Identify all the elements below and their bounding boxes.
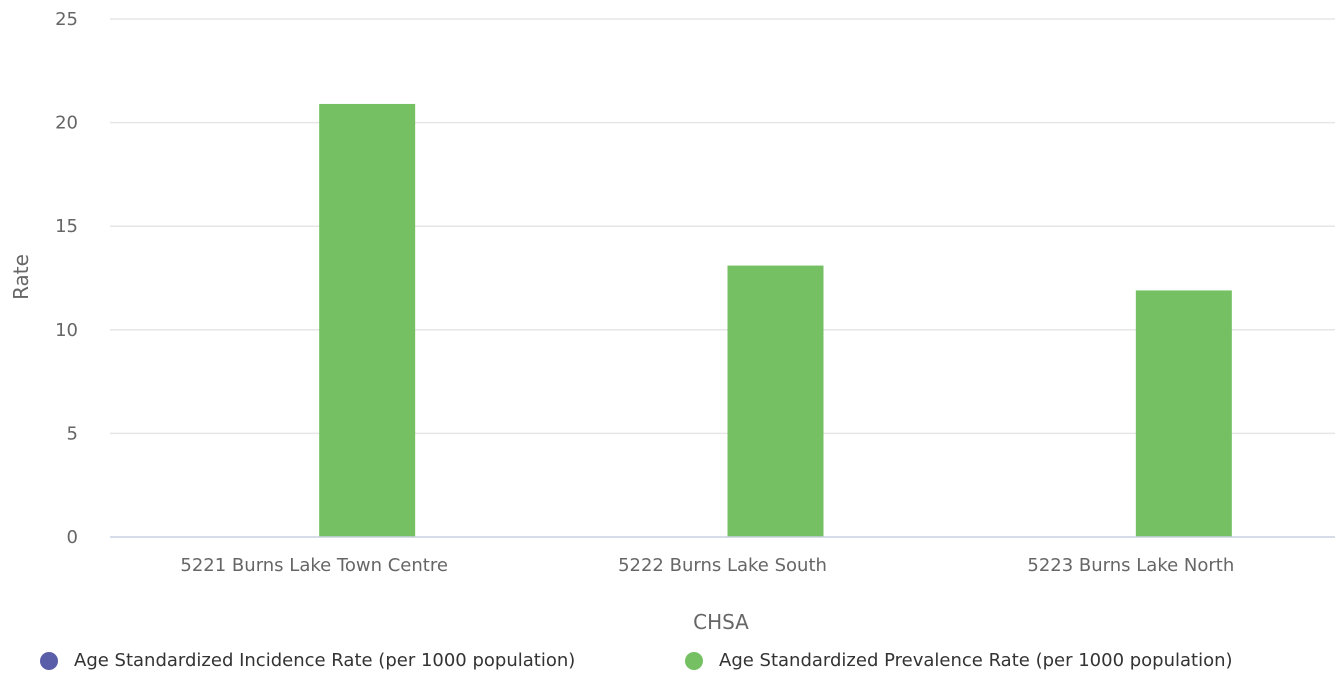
bar-prevalence-0[interactable] (319, 103, 416, 538)
x-axis-title: CHSA (693, 610, 749, 634)
bar-prevalence-1[interactable] (727, 265, 824, 537)
legend: Age Standardized Incidence Rate (per 100… (0, 650, 1335, 680)
legend-incidence-marker-icon (40, 651, 58, 670)
legend-incidence-label: Age Standardized Incidence Rate (per 100… (74, 650, 576, 671)
legend-prevalence-label: Age Standardized Prevalence Rate (per 10… (719, 650, 1233, 671)
y-tick-label-5: 5 (67, 423, 78, 444)
x-axis-ticks: 5221 Burns Lake Town Centre 5222 Burns La… (180, 555, 1234, 576)
gridlines (110, 18, 1335, 435)
y-axis-title: Rate (9, 254, 33, 300)
bars (319, 103, 1232, 538)
y-tick-label-20: 20 (55, 113, 78, 134)
x-tick-label-2: 5223 Burns Lake North (1027, 555, 1234, 576)
y-axis-ticks: 0 5 10 15 20 25 (55, 9, 78, 548)
x-tick-label-1: 5222 Burns Lake South (618, 555, 827, 576)
y-tick-label-10: 10 (55, 320, 78, 341)
legend-item-incidence[interactable]: Age Standardized Incidence Rate (per 100… (40, 650, 575, 671)
x-tick-label-0: 5221 Burns Lake Town Centre (180, 555, 448, 576)
legend-item-prevalence[interactable]: Age Standardized Prevalence Rate (per 10… (685, 650, 1233, 671)
bar-prevalence-2[interactable] (1135, 290, 1232, 537)
y-tick-label-0: 0 (67, 527, 78, 548)
legend-prevalence-marker-icon (685, 651, 703, 670)
y-tick-label-25: 25 (55, 9, 78, 30)
y-tick-label-15: 15 (55, 216, 78, 237)
